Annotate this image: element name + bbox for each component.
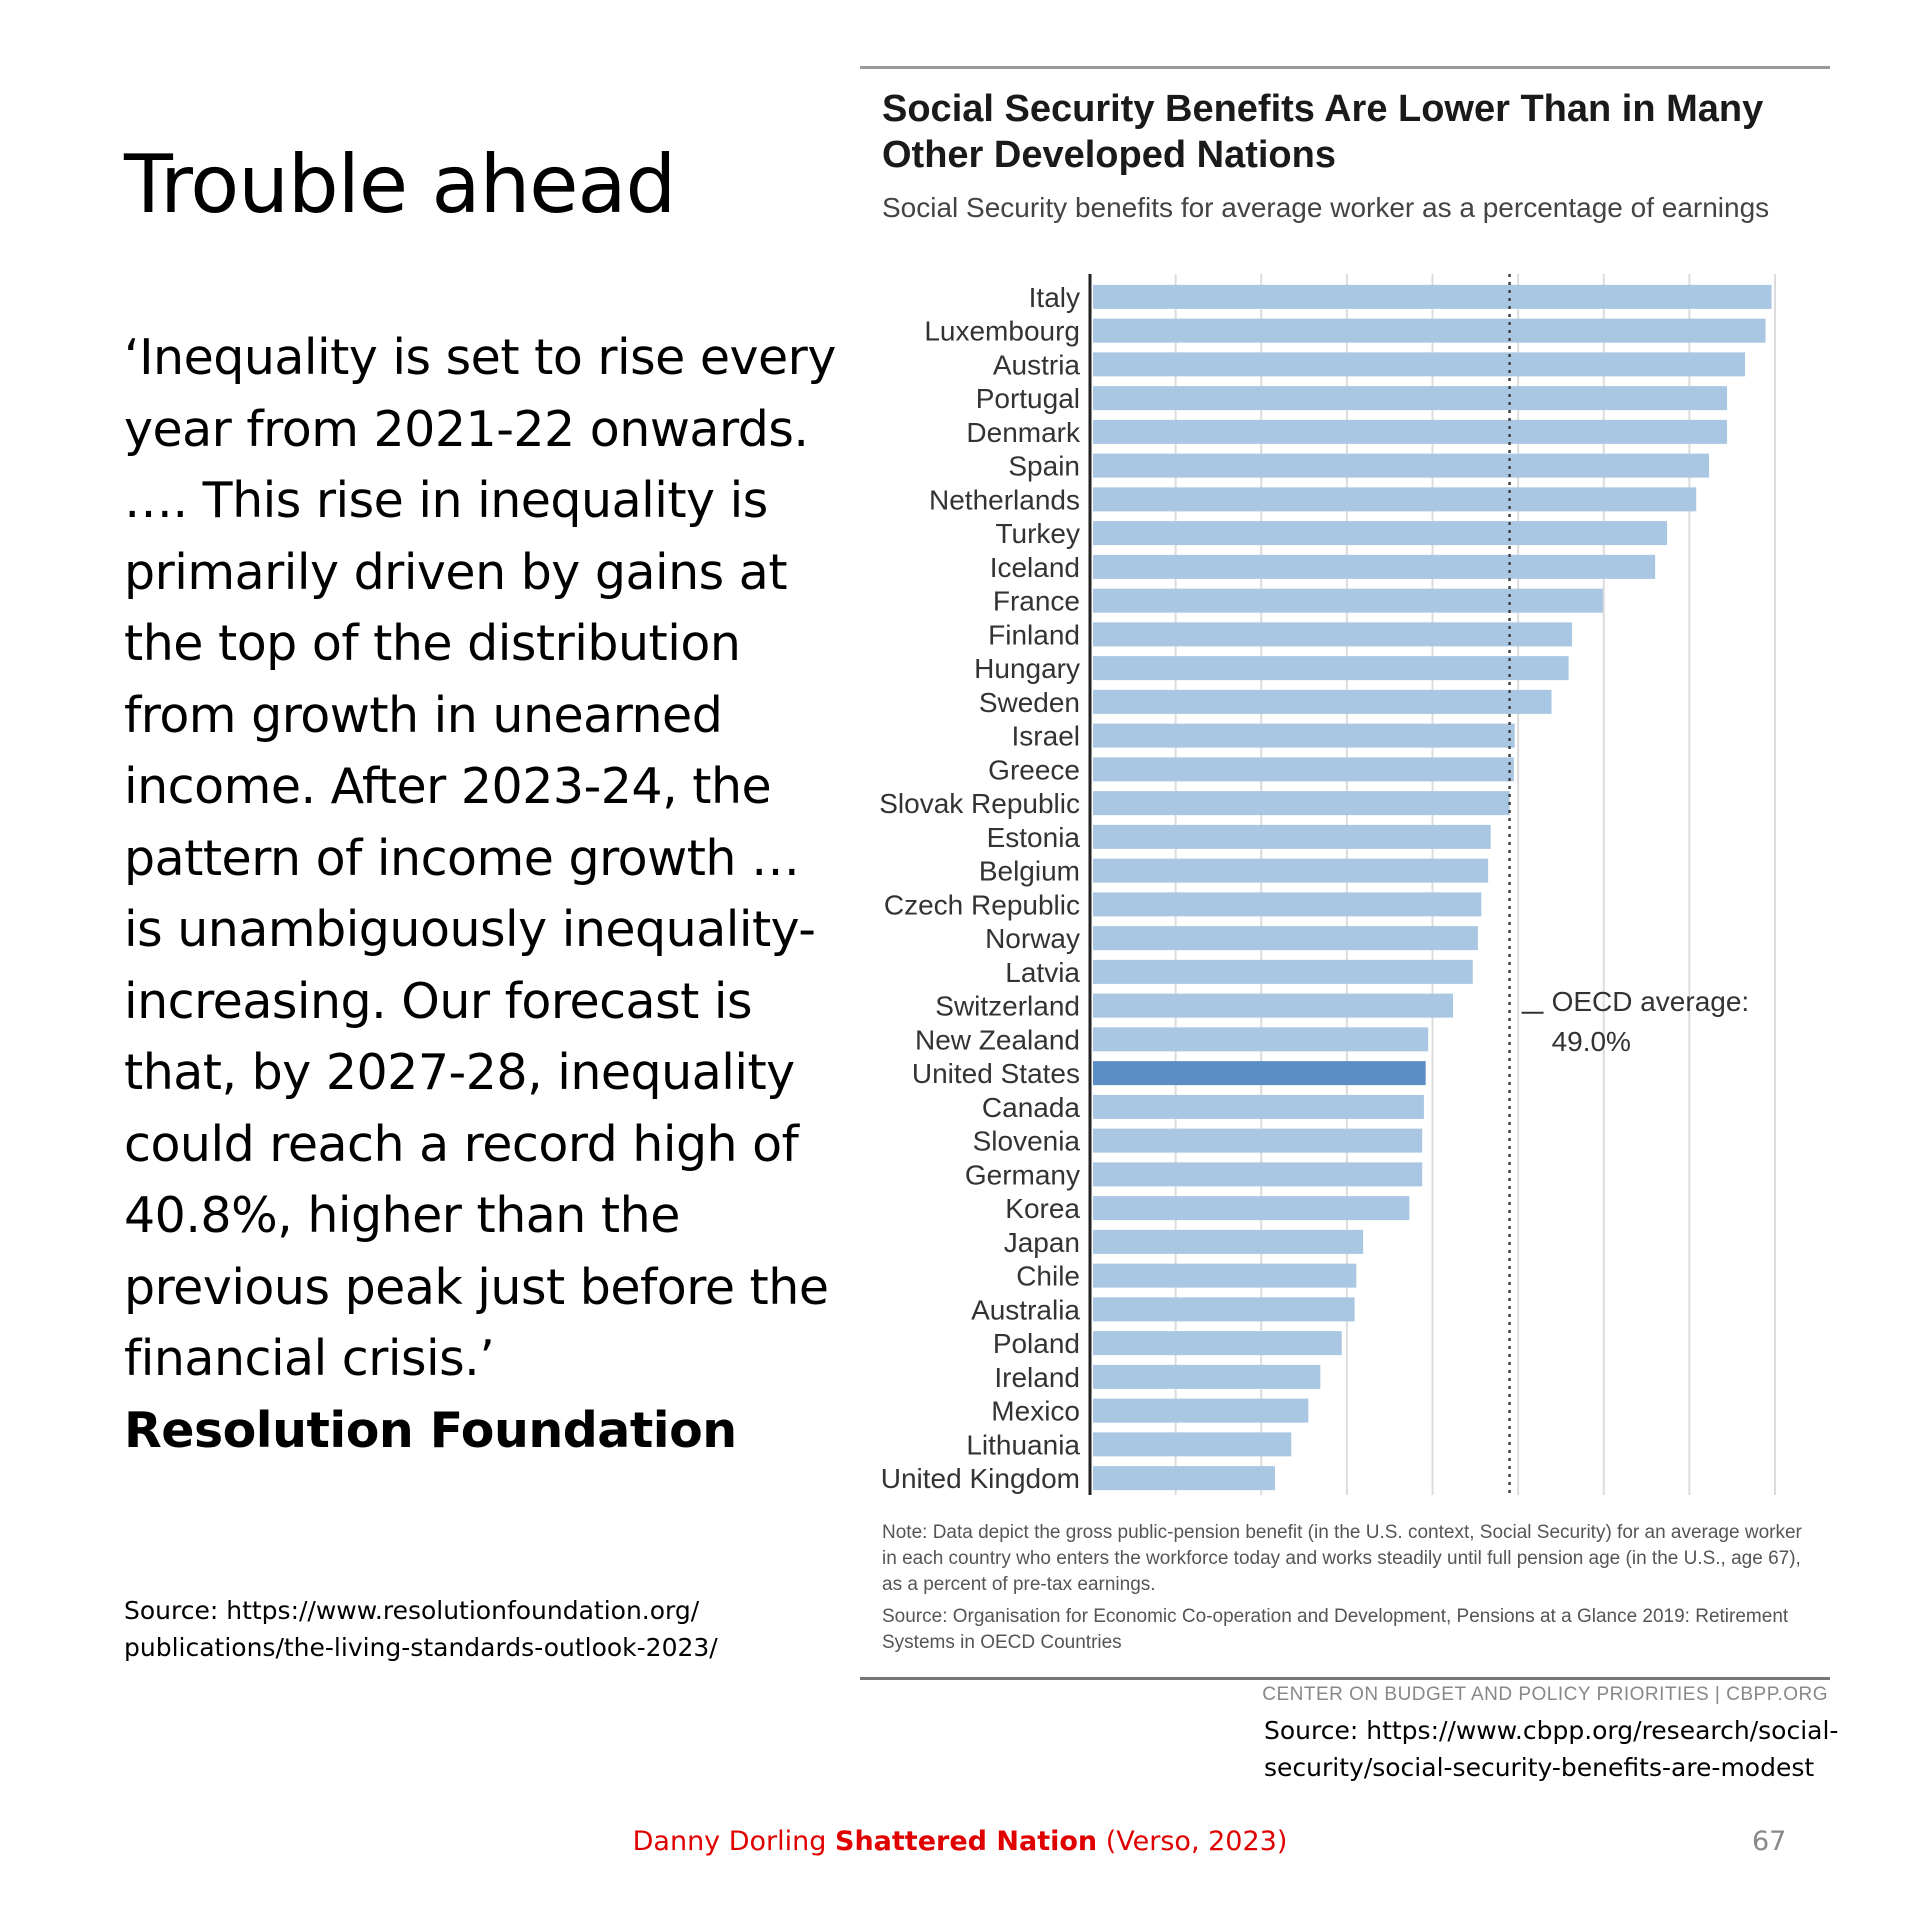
category-label: Estonia [987, 822, 1081, 853]
category-label: United States [912, 1058, 1080, 1089]
bar [1093, 824, 1491, 849]
category-label: Latvia [1005, 957, 1080, 988]
category-label: Ireland [994, 1362, 1080, 1393]
bar [1093, 993, 1454, 1018]
source-left: Source: https://www.resolutionfoundation… [124, 1596, 718, 1662]
category-label: Belgium [979, 856, 1080, 887]
category-label: Norway [985, 923, 1080, 954]
bar [1093, 554, 1656, 579]
bar-chart: ItalyLuxembourgAustriaPortugalDenmarkSpa… [879, 274, 1776, 1495]
slide-title: Trouble ahead [124, 138, 676, 231]
quote-attribution: Resolution Foundation [124, 1401, 737, 1459]
bar [1093, 1196, 1410, 1221]
category-label: Greece [988, 754, 1080, 785]
category-label: Slovak Republic [879, 788, 1080, 819]
chart-subtitle: Social Security benefits for average wor… [882, 192, 1770, 223]
bar [1093, 723, 1515, 748]
chart-bottom-rule [860, 1677, 1830, 1680]
bar [1093, 284, 1772, 309]
category-label: Austria [993, 349, 1081, 380]
bar [1093, 656, 1569, 681]
bar [1093, 1432, 1292, 1457]
category-label: Australia [971, 1294, 1080, 1325]
category-label: Luxembourg [924, 316, 1080, 347]
bar [1093, 1162, 1423, 1187]
footer-publisher: (Verso, 2023) [1105, 1826, 1288, 1857]
bar [1093, 1027, 1429, 1052]
bar [1093, 419, 1728, 444]
category-label: Slovenia [973, 1126, 1081, 1157]
category-label: Sweden [979, 687, 1080, 718]
footer-book-title: Shattered Nation [835, 1826, 1098, 1857]
bar [1093, 1094, 1424, 1119]
category-label: Netherlands [929, 484, 1080, 515]
category-label: Chile [1016, 1261, 1080, 1292]
bar [1093, 1398, 1309, 1423]
category-label: France [993, 586, 1080, 617]
oecd-average-label: OECD average: [1552, 986, 1750, 1017]
bar [1093, 1364, 1321, 1389]
page-number: 67 [1752, 1826, 1787, 1857]
category-label: Mexico [991, 1396, 1080, 1427]
bar [1093, 521, 1668, 546]
bar [1093, 892, 1482, 917]
quote-text: ‘Inequality is set to rise every year fr… [124, 329, 836, 1387]
bar [1093, 1263, 1357, 1288]
category-label: Turkey [995, 518, 1080, 549]
category-label: Poland [993, 1328, 1080, 1359]
bar [1093, 1466, 1275, 1491]
bar [1093, 453, 1710, 478]
bar [1093, 1128, 1423, 1153]
bar [1093, 858, 1489, 883]
source-right: Source: https://www.cbpp.org/research/so… [1264, 1716, 1839, 1782]
bar [1093, 689, 1552, 714]
category-label: Japan [1004, 1227, 1080, 1258]
category-label: United Kingdom [881, 1463, 1080, 1494]
chart-credit: CENTER ON BUDGET AND POLICY PRIORITIES |… [1262, 1684, 1828, 1705]
category-label: Israel [1012, 721, 1080, 752]
quote-block: ‘Inequality is set to rise every year fr… [124, 322, 844, 1466]
category-label: Switzerland [935, 991, 1080, 1022]
category-label: Spain [1008, 451, 1080, 482]
bar [1093, 386, 1728, 411]
category-label: New Zealand [915, 1024, 1080, 1055]
chart-note: Note: Data depict the gross public-pensi… [882, 1522, 1802, 1595]
category-label: Italy [1029, 282, 1080, 313]
category-label: Denmark [966, 417, 1081, 448]
chart-title: Social Security Benefits Are Lower Than … [882, 88, 1764, 176]
bar [1093, 1061, 1426, 1086]
category-label: Germany [965, 1159, 1080, 1190]
footer: Danny Dorling Shattered Nation (Verso, 2… [0, 1826, 1920, 1857]
category-label: Iceland [990, 552, 1080, 583]
bar [1093, 622, 1573, 647]
bar [1093, 757, 1514, 782]
category-label: Hungary [974, 653, 1080, 684]
bar [1093, 1229, 1364, 1254]
bar [1093, 1331, 1342, 1356]
footer-author: Danny Dorling [632, 1826, 827, 1857]
category-label: Finland [988, 619, 1080, 650]
category-label: Korea [1005, 1193, 1080, 1224]
chart-source: Source: Organisation for Economic Co-ope… [882, 1606, 1789, 1653]
category-label: Canada [982, 1092, 1081, 1123]
bar [1093, 959, 1473, 984]
oecd-average-value: 49.0% [1552, 1026, 1631, 1057]
bar [1093, 926, 1478, 951]
category-label: Czech Republic [884, 889, 1080, 920]
bar [1093, 352, 1746, 377]
bar [1093, 318, 1766, 343]
chart-top-rule [860, 66, 1830, 69]
bar [1093, 791, 1510, 816]
category-label: Portugal [976, 383, 1080, 414]
bar [1093, 487, 1697, 512]
bar [1093, 1297, 1355, 1322]
bar [1093, 588, 1603, 613]
category-label: Lithuania [966, 1429, 1080, 1460]
